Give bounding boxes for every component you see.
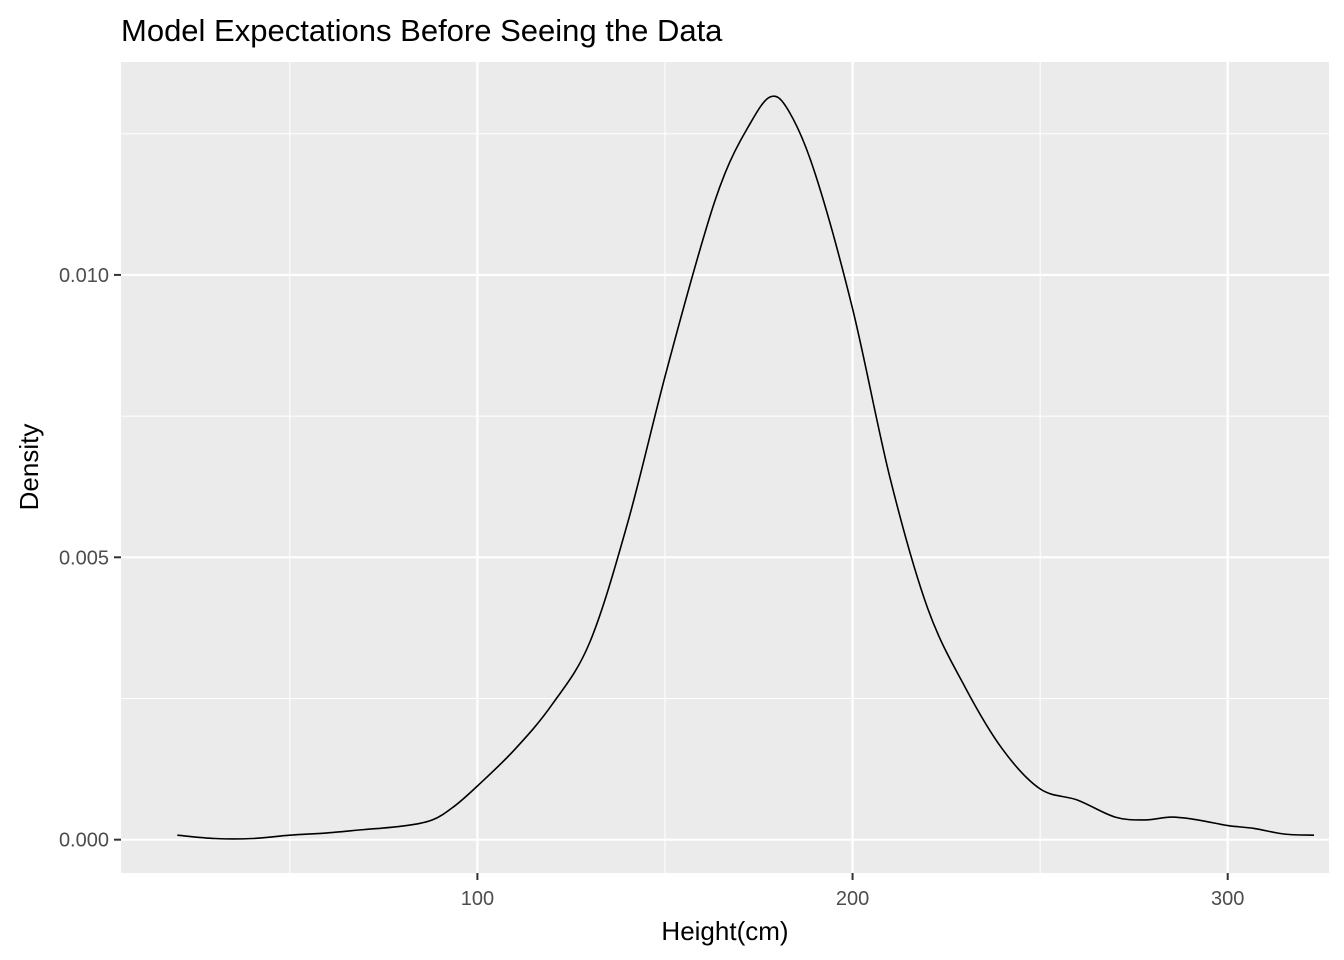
y-tick-label-1: 0.005 xyxy=(59,547,109,569)
major-grid xyxy=(121,62,1329,873)
y-tick-label-2: 0.010 xyxy=(59,265,109,287)
chart-title: Model Expectations Before Seeing the Dat… xyxy=(121,13,723,48)
minor-grid xyxy=(121,62,1329,873)
density-curve xyxy=(177,95,1315,840)
y-axis-title: Density xyxy=(14,424,44,511)
x-tick-label-2: 300 xyxy=(1211,888,1244,910)
x-tick-label-0: 100 xyxy=(461,888,494,910)
x-axis-title: Height(cm) xyxy=(661,916,788,946)
x-axis: 100 200 300 xyxy=(461,873,1244,910)
y-tick-label-0: 0.000 xyxy=(59,830,109,852)
x-tick-label-1: 200 xyxy=(836,888,869,910)
plot-panel xyxy=(121,62,1329,873)
y-axis: 0.000 0.005 0.010 xyxy=(59,265,121,852)
